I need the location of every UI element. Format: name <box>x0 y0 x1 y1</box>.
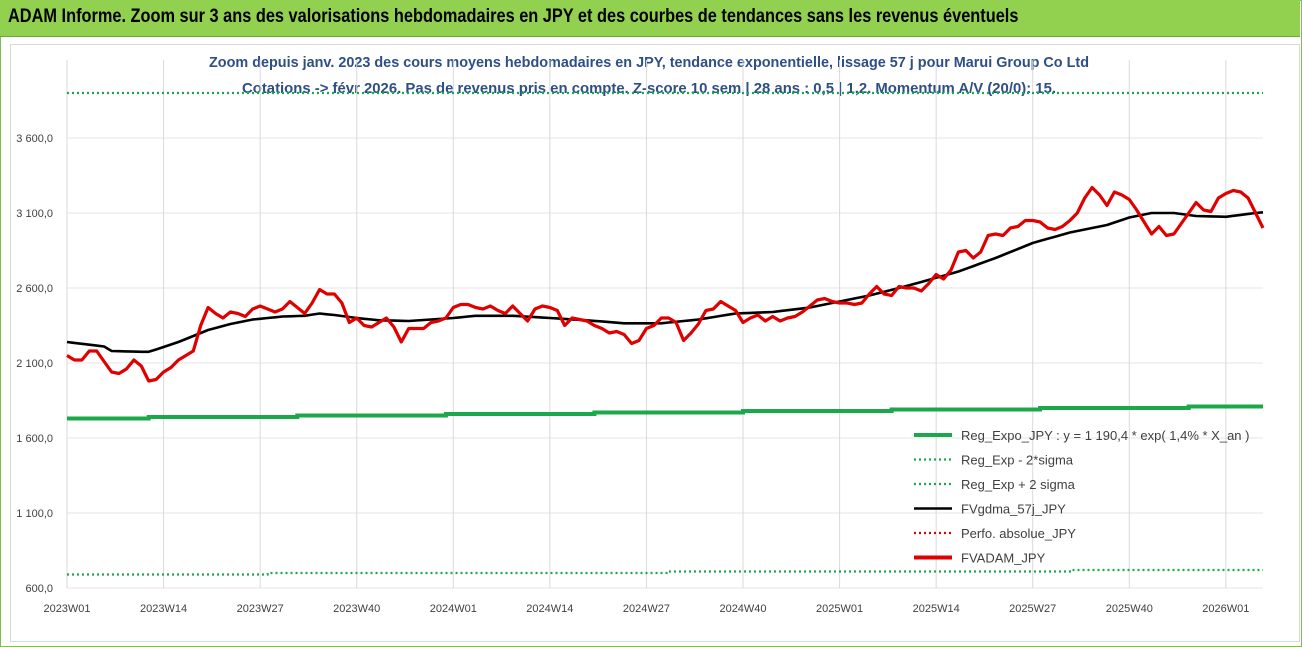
chart-title-line-2: Cotations -> févr 2026. Pas de revenus p… <box>242 80 1056 97</box>
x-tick-label: 2023W40 <box>333 603 380 615</box>
legend-label: FVgdma_57j_JPY <box>961 502 1066 517</box>
series-reg-expo-jpy <box>67 404 1263 421</box>
y-tick-label: 1 600,0 <box>16 433 53 445</box>
x-tick-label: 2024W27 <box>623 603 670 615</box>
legend-label: Reg_Exp + 2 sigma <box>961 477 1076 492</box>
chart-title-line-1: Zoom depuis janv. 2023 des cours moyens … <box>209 54 1089 71</box>
x-tick-label: 2024W40 <box>719 603 766 615</box>
legend-label: Perfo. absolue_JPY <box>961 526 1076 541</box>
x-tick-label: 2025W14 <box>913 603 960 615</box>
banner-title: ADAM Informe. Zoom sur 3 ans des valoris… <box>8 6 1019 27</box>
x-tick-label: 2023W27 <box>237 603 284 615</box>
y-tick-label: 2 600,0 <box>16 283 53 295</box>
y-tick-label: 1 100,0 <box>16 508 53 520</box>
y-tick-label: 3 100,0 <box>16 208 53 220</box>
x-tick-label: 2025W27 <box>1009 603 1056 615</box>
series-reg-exp-minus-2-sigma <box>67 568 1263 576</box>
legend-label: Reg_Exp - 2*sigma <box>961 453 1074 468</box>
x-tick-label: 2025W01 <box>816 603 863 615</box>
x-tick-label: 2025W40 <box>1106 603 1153 615</box>
x-tick-label: 2023W14 <box>140 603 187 615</box>
plot-area <box>10 44 1300 642</box>
x-tick-label: 2024W01 <box>430 603 477 615</box>
legend-label: FVADAM_JPY <box>961 551 1046 566</box>
y-tick-label: 600,0 <box>25 583 53 595</box>
x-tick-label: 2023W01 <box>43 603 90 615</box>
y-tick-label: 2 100,0 <box>16 358 53 370</box>
series-fvadam-jpy <box>66 185 1265 383</box>
series-fvgdma-57j-jpy <box>66 211 1264 354</box>
x-tick-label: 2024W14 <box>526 603 573 615</box>
x-tick-label: 2026W01 <box>1202 603 1249 615</box>
legend-label: Reg_Expo_JPY : y = 1 190,4 * exp( 1,4% *… <box>961 428 1249 443</box>
report-banner: ADAM Informe. Zoom sur 3 ans des valoris… <box>0 0 1300 37</box>
y-tick-label: 3 600,0 <box>16 133 53 145</box>
